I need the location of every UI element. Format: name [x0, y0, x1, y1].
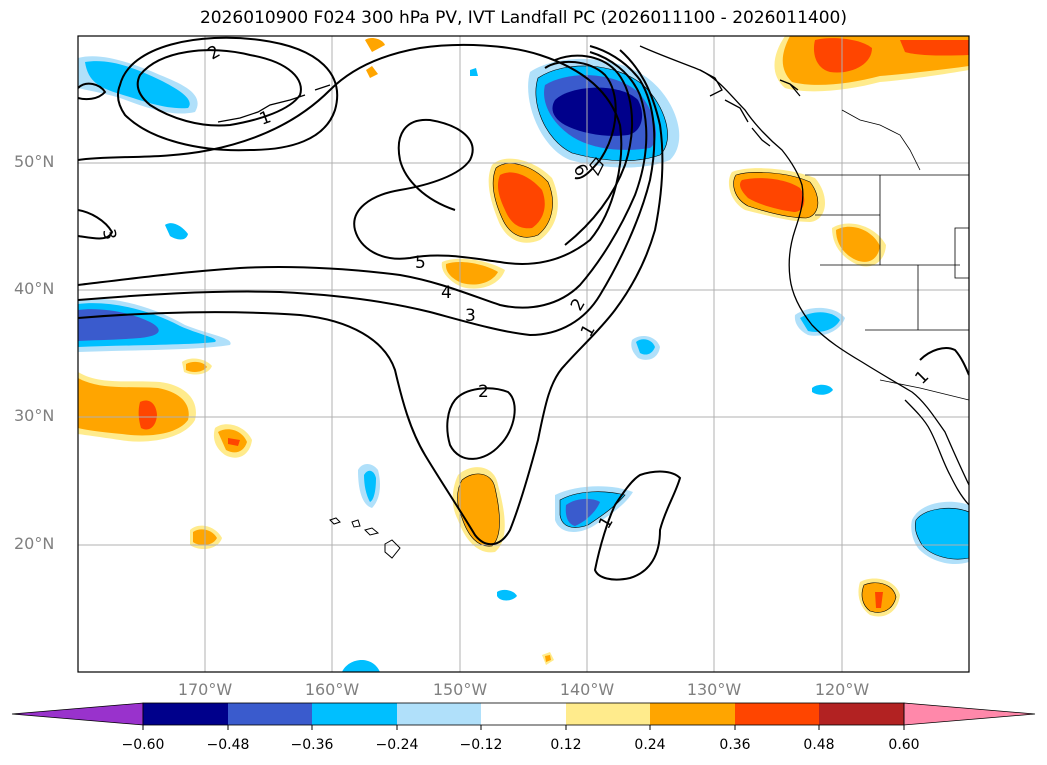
colorbar-segment — [735, 703, 819, 725]
contour-label: 2 — [205, 42, 224, 65]
colorbar-tick-label: 0.48 — [803, 737, 835, 753]
colorbar-tick-label: −0.60 — [121, 737, 165, 753]
pv-contour-1-north — [136, 49, 302, 127]
pv-contours — [78, 36, 969, 581]
lon-label-140w: 140°W — [559, 680, 615, 699]
pv-contour-5-ridge — [78, 43, 623, 265]
lat-label-50n: 50°N — [14, 152, 55, 171]
contour-label: 4 — [441, 283, 452, 303]
pv-contour-2-north — [116, 36, 339, 152]
graticule — [78, 36, 969, 672]
hawaii-islands — [329, 517, 401, 559]
map-plot-area: 2 1 6 5 4 3 2 1 2 1 3 1 — [78, 36, 969, 672]
lat-label-40n: 40°N — [14, 279, 55, 298]
lon-label-120w: 120°W — [814, 680, 870, 699]
lon-label-160w: 160°W — [304, 680, 360, 699]
anomaly-outline-lines — [457, 65, 969, 613]
contour-label: 3 — [465, 306, 476, 326]
us-mexico-border — [879, 379, 969, 401]
contour-label: 1 — [257, 107, 274, 129]
colorbar-tick-label: −0.24 — [375, 737, 419, 753]
pv-contour-2-loop — [446, 387, 516, 460]
colorbar-tick-label: −0.36 — [290, 737, 334, 753]
colorbar-segment — [143, 703, 228, 725]
contour-label: 3 — [98, 227, 120, 241]
colorbar-segment — [650, 703, 735, 725]
contour-label: 2 — [478, 382, 489, 402]
colorbar-frame — [142, 702, 905, 726]
lon-label-130w: 130°W — [686, 680, 742, 699]
colorbar-tick-label: 0.36 — [719, 737, 751, 753]
colorbar-segment — [228, 703, 312, 725]
colorbar-tick-label: 0.12 — [550, 737, 582, 753]
lat-label-20n: 20°N — [14, 534, 55, 553]
colorbar-tick-label: −0.12 — [459, 737, 503, 753]
state-borders — [815, 175, 969, 331]
colorbar-tick-label: 0.60 — [888, 737, 920, 753]
lat-label-30n: 30°N — [14, 406, 55, 425]
plot-frame — [77, 35, 970, 673]
colorbar-segment — [397, 703, 481, 725]
map-title: 2026010900 F024 300 hPa PV, IVT Landfall… — [199, 8, 847, 28]
coastlines — [217, 45, 969, 506]
north-america-coast — [639, 45, 969, 486]
contour-label: 1 — [911, 367, 933, 389]
lon-label-170w: 170°W — [177, 680, 233, 699]
positive-anomaly-fills — [78, 36, 969, 665]
contour-label: 1 — [577, 321, 600, 340]
political-borders — [805, 109, 969, 401]
pv-contour-3-west — [78, 209, 114, 240]
colorbar-segment — [481, 703, 566, 725]
colorbar-tick-label: 0.24 — [634, 737, 666, 753]
colorbar-extend-high — [903, 702, 1036, 726]
contour-label: 5 — [415, 253, 426, 273]
colorbar-extend-low — [11, 702, 144, 726]
colorbar-segment — [566, 703, 650, 725]
lon-label-150w: 150°W — [432, 680, 488, 699]
pv-contour-3-main — [78, 45, 656, 337]
pv-contour-1-east — [919, 347, 969, 376]
colorbar-segment — [819, 703, 904, 725]
colorbar-tick-label: −0.48 — [206, 737, 250, 753]
pv-contour-4 — [78, 51, 648, 309]
pv-contour-2-trough — [78, 49, 664, 546]
pv-contour-1-south — [593, 470, 682, 581]
aleutians — [217, 84, 331, 123]
colorbar — [11, 702, 1036, 730]
pv-contour-6 — [544, 60, 617, 180]
colorbar-segment — [312, 703, 397, 725]
